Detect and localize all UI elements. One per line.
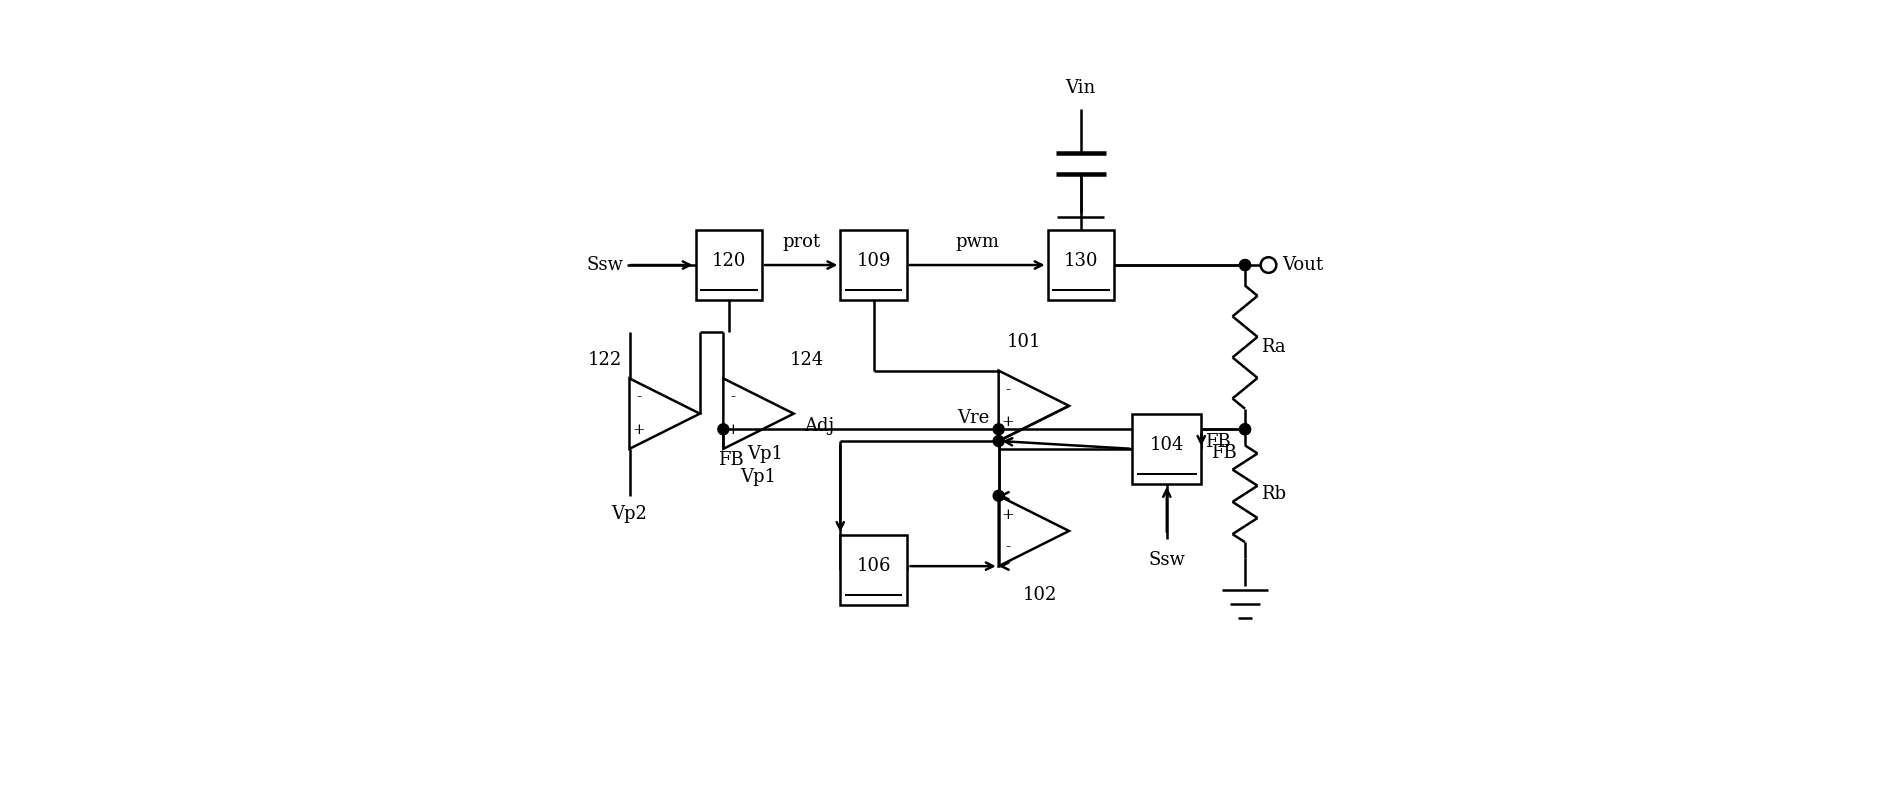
Circle shape [1261,257,1277,273]
Text: -: - [729,391,735,404]
Text: 106: 106 [855,557,891,576]
Text: Adj: Adj [805,417,835,435]
Text: 122: 122 [587,351,622,369]
Text: -: - [1006,383,1011,396]
Text: 101: 101 [1006,333,1042,351]
Text: 120: 120 [713,252,746,270]
Text: +: + [1002,415,1015,429]
Bar [840,230,906,300]
Text: 104: 104 [1151,436,1184,454]
Text: +: + [1002,508,1015,522]
Circle shape [993,423,1004,435]
Bar [696,230,761,300]
Text: Vp2: Vp2 [611,505,647,523]
Text: 130: 130 [1064,252,1098,270]
Text: Vout: Vout [1282,256,1324,274]
Circle shape [1239,423,1250,435]
Text: Ssw: Ssw [1149,551,1184,568]
Text: 124: 124 [790,351,823,369]
Text: Ra: Ra [1261,338,1286,356]
Text: 102: 102 [1023,586,1057,603]
Text: pwm: pwm [955,233,998,251]
Text: 109: 109 [855,252,891,270]
Circle shape [718,423,729,435]
Bar [1047,230,1115,300]
Text: prot: prot [782,233,820,251]
Text: -: - [1006,540,1011,554]
Circle shape [993,435,1004,447]
Bar [840,535,906,605]
Text: FB: FB [718,451,744,469]
Circle shape [1239,423,1250,435]
Text: Vin: Vin [1066,79,1096,97]
Circle shape [993,490,1004,501]
Text: Rb: Rb [1261,485,1286,503]
Text: Vp1: Vp1 [746,445,782,463]
Text: -: - [635,391,641,404]
Circle shape [1239,259,1250,271]
Text: Vre: Vre [957,409,989,427]
Text: +: + [632,423,645,437]
Text: FB: FB [1211,443,1237,462]
Text: +: + [726,423,739,437]
Text: Vp1: Vp1 [741,468,776,486]
Circle shape [1239,259,1250,271]
Text: FB: FB [1205,433,1231,451]
Text: Ssw: Ssw [587,256,624,274]
Bar [1132,414,1201,484]
